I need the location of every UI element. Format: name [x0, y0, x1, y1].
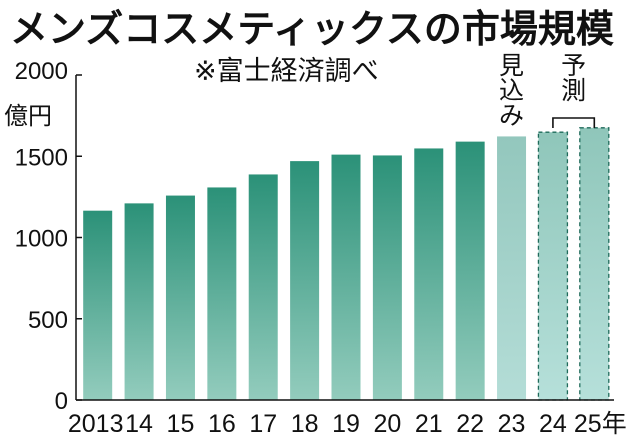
forecast-label-char: 予 [561, 51, 586, 80]
x-tick-label: 16 [208, 410, 236, 438]
x-tick-label: 15 [167, 410, 195, 438]
bar-17 [248, 174, 278, 400]
x-tick-label: 24 [539, 410, 567, 438]
x-tick-label: 17 [249, 410, 277, 438]
bar-21 [414, 148, 444, 400]
chart-subtitle: ※富士経済調べ [194, 56, 379, 87]
bar-22 [455, 141, 485, 400]
x-tick-label: 2013 [68, 410, 124, 438]
bar-25年 [579, 127, 610, 401]
y-tick-label: 1500 [15, 144, 68, 171]
bars [83, 127, 610, 401]
y-axis-ticks: 0 500 1000 1500 2000 [15, 58, 82, 415]
bar-23 [497, 136, 527, 401]
bar-19 [331, 154, 361, 400]
y-tick-label: 2000 [15, 58, 68, 85]
bar-15 [165, 195, 195, 400]
forecast-label-char: 測 [561, 76, 586, 105]
annotations: 見込み 予測 [499, 51, 596, 130]
bar-2013 [83, 210, 113, 400]
bar-18 [290, 161, 320, 400]
x-tick-label: 18 [291, 410, 319, 438]
x-axis-labels: 2013 14 15 16 17 18 19 20 21 22 23 24 25年 [68, 410, 627, 438]
x-tick-label: 22 [456, 410, 484, 438]
estimate-label-char: 込 [499, 76, 524, 105]
y-tick-label: 500 [28, 307, 68, 334]
x-tick-label: 19 [332, 410, 360, 438]
bar-20 [372, 155, 402, 400]
chart-title: メンズコスメティックスの市場規模 [10, 7, 614, 51]
estimate-label-char: み [499, 101, 524, 130]
forecast-bracket [552, 117, 596, 128]
y-tick-label: 0 [55, 388, 68, 415]
bar-14 [124, 203, 154, 400]
bar-16 [207, 187, 237, 400]
y-axis-unit: 億円 [4, 102, 52, 130]
x-tick-label: 23 [498, 410, 526, 438]
x-tick-label: 20 [373, 410, 401, 438]
estimate-label-char: 見 [499, 51, 524, 80]
bar-24 [537, 131, 569, 401]
y-tick-label: 1000 [15, 226, 68, 253]
x-tick-label: 21 [415, 410, 443, 438]
x-tick-label: 25年 [574, 410, 627, 438]
x-tick-label: 14 [125, 410, 153, 438]
